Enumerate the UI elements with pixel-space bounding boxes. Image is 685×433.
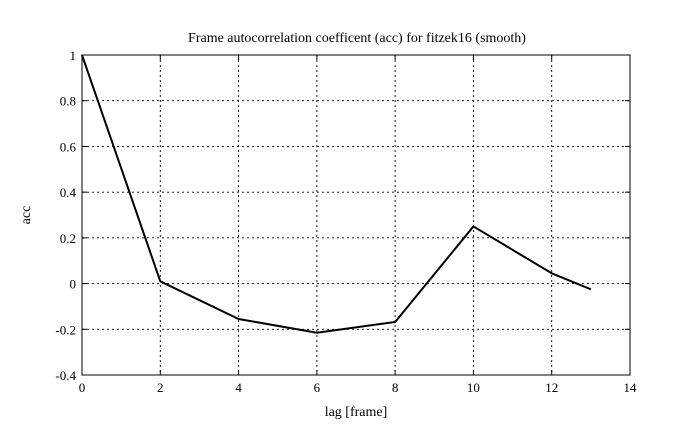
acc-series-line bbox=[81, 54, 592, 334]
y-tick-label: -0.2 bbox=[55, 322, 76, 337]
tick-layer: 0 2 4 6 8 10 12 14 -0.4 -0.2 0 0.2 0.4 0.6 0.8 1 bbox=[55, 48, 637, 395]
x-tick-label: 10 bbox=[467, 380, 480, 395]
y-tick-label: 1 bbox=[70, 48, 77, 63]
y-tick-label: 0.6 bbox=[60, 139, 77, 154]
y-axis-label: acc bbox=[19, 206, 34, 225]
x-tick-label: 6 bbox=[314, 380, 321, 395]
y-tick-label: 0.2 bbox=[60, 231, 76, 246]
x-tick-label: 4 bbox=[235, 380, 242, 395]
y-tick-label: 0.8 bbox=[60, 94, 76, 109]
series-layer bbox=[81, 54, 592, 334]
y-tick-label: 0 bbox=[70, 277, 77, 292]
chart-title: Frame autocorrelation coefficent (acc) f… bbox=[188, 31, 526, 46]
y-tick-label: 0.4 bbox=[60, 185, 77, 200]
grid-layer bbox=[82, 55, 630, 375]
x-tick-label: 0 bbox=[79, 380, 86, 395]
y-tick-label: -0.4 bbox=[55, 368, 76, 383]
x-axis-label: lag [frame] bbox=[325, 405, 388, 420]
x-tick-label: 14 bbox=[624, 380, 638, 395]
x-tick-label: 2 bbox=[157, 380, 164, 395]
x-tick-label: 8 bbox=[392, 380, 399, 395]
plot-frame bbox=[81, 54, 631, 376]
x-tick-label: 12 bbox=[545, 380, 558, 395]
